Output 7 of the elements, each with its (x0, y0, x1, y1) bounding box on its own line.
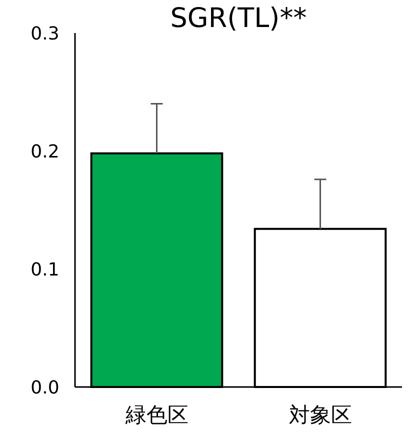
y-tick-label: 0.0 (30, 377, 60, 398)
y-tick-label: 0.3 (30, 23, 60, 44)
x-tick-label: 緑色区 (124, 403, 188, 427)
y-tick-label: 0.1 (30, 259, 60, 280)
chart-title: SGR(TL)** (170, 3, 307, 34)
x-tick-label: 対象区 (288, 403, 352, 427)
y-tick-label: 0.2 (30, 141, 60, 162)
